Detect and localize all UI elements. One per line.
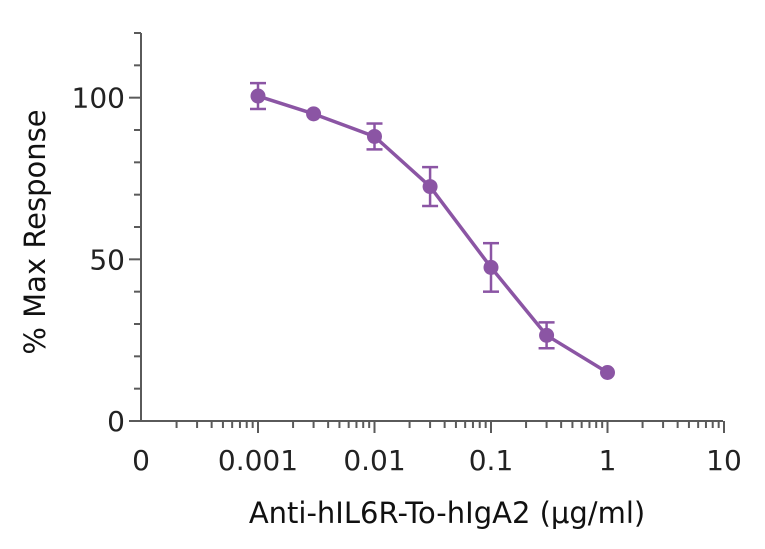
x-tick-label: 10 xyxy=(706,444,742,477)
series-layer xyxy=(250,81,615,380)
y-tick-label: 100 xyxy=(72,82,125,115)
x-tick-label: 0.1 xyxy=(469,444,514,477)
x-axis-title: Anti-hIL6R-To-hIgA2 (μg/ml) xyxy=(249,496,645,530)
x-tick-label: 1 xyxy=(599,444,617,477)
y-tick-label: 0 xyxy=(107,405,125,438)
x-tick-label: 0.01 xyxy=(343,444,405,477)
series-line xyxy=(257,94,609,374)
x-tick-label: 0.001 xyxy=(218,444,298,477)
y-axis-title: % Max Response xyxy=(18,109,52,354)
data-point xyxy=(306,106,322,122)
data-point xyxy=(600,365,615,380)
axes: 0 50 100 0 0.001 0.01 0.1 1 10 xyxy=(72,32,742,477)
data-point xyxy=(250,88,266,104)
y-tick-label: 50 xyxy=(89,243,125,276)
data-point xyxy=(483,259,499,275)
x-tick-label: 0 xyxy=(132,444,150,477)
data-point xyxy=(367,128,382,144)
data-point xyxy=(422,179,438,195)
data-point xyxy=(539,327,555,343)
